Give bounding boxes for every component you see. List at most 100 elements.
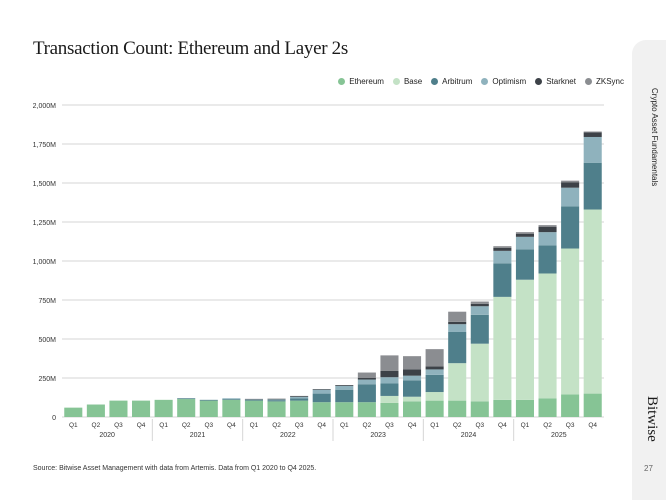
bar-segment-ethereum [561,394,580,417]
bar-segment-starknet [538,226,557,233]
legend-item-arbitrum: Arbitrum [431,77,472,86]
bar-segment-ethereum [244,400,263,417]
legend-item-base: Base [392,77,423,86]
legend-label: ZKSync [595,77,624,86]
x-tick-label: Q1 [159,422,168,429]
bar-segment-ethereum [64,407,83,417]
legend-label: Base [403,77,423,86]
bar-segment-zksync [493,246,512,248]
bar-segment-ethereum [538,398,557,417]
bar-segment-arbitrum [222,399,241,400]
x-tick-label: Q1 [250,422,259,429]
bar-segment-optimism [470,306,489,315]
bar-segment-arbitrum [470,314,489,344]
legend-label: Optimism [492,77,527,86]
bar-segment-base [448,363,467,401]
bar-segment-ethereum [357,402,376,417]
bar-segment-zksync [538,225,557,227]
year-label: 2022 [280,432,296,439]
bar-segment-ethereum [132,400,151,417]
bar-segment-optimism [380,377,399,384]
bar-segment-base [425,392,444,401]
bar-segment-base [561,248,580,395]
bar-segment-arbitrum [561,206,580,249]
bar-segment-optimism [222,398,241,400]
x-tick-label: Q2 [92,422,101,429]
bar-segment-base [470,343,489,402]
bar-segment-zksync [448,311,467,322]
bar-segment-ethereum [583,393,602,417]
legend-item-ethereum: Ethereum [338,77,384,86]
year-label: 2025 [551,432,567,439]
bar-segment-base [538,273,557,399]
bar-segment-arbitrum [199,399,218,401]
x-tick-label: Q4 [498,422,507,429]
bar-segment-ethereum [470,401,489,417]
bar-segment-arbitrum [493,263,512,297]
x-tick-label: Q3 [475,422,484,429]
bar-segment-zksync [357,372,376,378]
legend-dot-icon [392,78,400,85]
y-tick-label: 500M [38,337,56,344]
bar-segment-base [515,279,534,400]
bar-segment-arbitrum [177,398,196,400]
x-tick-label: Q2 [182,422,191,429]
x-tick-label: Q2 [453,422,462,429]
bar-segment-ethereum [515,399,534,417]
year-label: 2024 [461,432,477,439]
y-tick-label: 1,750M [33,142,57,149]
bar-segment-zksync [561,180,580,183]
bar-segment-arbitrum [515,249,534,280]
bar-segment-ethereum [290,400,309,417]
bar-segment-ethereum [154,399,173,417]
bar-segment-optimism [515,236,534,250]
bar-segment-optimism [561,187,580,207]
bar-segment-optimism [335,385,354,390]
bar-segment-base [493,296,512,400]
section-label: Crypto Asset Fundamentals [650,88,659,187]
x-tick-label: Q3 [204,422,213,429]
bar-segment-starknet [515,233,534,237]
x-tick-label: Q4 [227,422,236,429]
bar-segment-starknet [290,395,309,397]
legend-label: Ethereum [349,77,384,86]
bar-segment-starknet [561,182,580,188]
bar-segment-starknet [425,366,444,370]
legend-dot-icon [481,78,489,85]
bar-segment-ethereum [448,400,467,417]
bar-segment-starknet [403,369,422,376]
bar-segment-arbitrum [335,389,354,403]
bar-segment-optimism [357,379,376,385]
bar-segment-ethereum [403,401,422,417]
bar-segment-ethereum [177,399,196,417]
x-tick-label: Q4 [408,422,417,429]
legend-dot-icon [431,78,439,85]
bar-segment-zksync [403,356,422,370]
y-tick-label: 0 [52,415,56,422]
x-tick-label: Q1 [521,422,530,429]
bar-segment-ethereum [425,400,444,417]
y-tick-label: 2,000M [33,103,57,110]
bar-segment-optimism [425,369,444,375]
x-tick-label: Q1 [430,422,439,429]
x-tick-label: Q1 [340,422,349,429]
legend-dot-icon [584,78,592,85]
bar-segment-base [403,396,422,402]
bar-segment-arbitrum [290,398,309,401]
bar-segment-arbitrum [380,383,399,396]
bar-segment-base [380,395,399,403]
bar-segment-ethereum [380,402,399,417]
legend-item-starknet: Starknet [535,77,576,86]
x-tick-label: Q4 [588,422,597,429]
year-label: 2020 [99,432,115,439]
bar-segment-starknet [267,398,286,400]
x-tick-label: Q1 [69,422,78,429]
y-tick-label: 1,500M [33,181,57,188]
bar-segment-arbitrum [583,162,602,210]
x-tick-label: Q3 [385,422,394,429]
bar-segment-optimism [538,232,557,246]
bar-segment-optimism [267,399,286,401]
bar-segment-zksync [583,131,602,133]
chart-title: Transaction Count: Ethereum and Layer 2s [33,38,348,59]
bar-segment-starknet [448,321,467,325]
